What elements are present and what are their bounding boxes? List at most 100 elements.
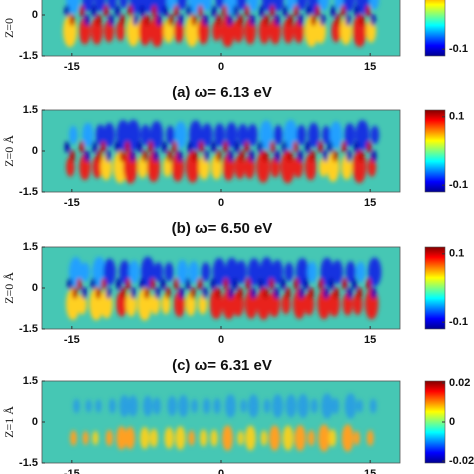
heatmap-blob	[139, 278, 145, 290]
heatmap-blob	[140, 124, 151, 146]
x-tick-label: -15	[64, 468, 80, 474]
heatmap-blob	[353, 141, 359, 153]
heatmap-blob	[228, 150, 234, 162]
heatmap-blob	[223, 141, 229, 153]
heatmap-blob	[141, 0, 155, 13]
heatmap-blob	[367, 157, 377, 177]
x-tick-label: -15	[64, 61, 80, 73]
heatmap-blob	[149, 428, 158, 448]
heatmap-blob	[119, 150, 125, 162]
x-tick-label: 0	[218, 468, 224, 474]
heatmap-blob	[165, 287, 171, 299]
heatmap-blob	[293, 278, 299, 290]
heatmap-blob	[167, 395, 177, 417]
heatmap-blob	[119, 14, 125, 26]
heatmap-blob	[237, 287, 243, 299]
heatmap-blob	[152, 397, 161, 415]
heatmap-blob	[70, 430, 77, 446]
heatmap-blob	[127, 5, 133, 17]
heatmap-blob	[161, 141, 167, 153]
heatmap-blob	[269, 5, 275, 17]
heatmap-blob	[287, 150, 293, 162]
heatmap-blob	[284, 262, 294, 282]
heatmap-blob	[114, 5, 120, 17]
heatmap-blob	[344, 123, 356, 147]
heatmap-blob	[258, 5, 264, 17]
x-tick-label: 15	[364, 61, 376, 73]
heatmap-blob	[191, 14, 197, 26]
heatmap-blob	[106, 287, 112, 299]
heatmap-field	[66, 256, 382, 321]
heatmap-blob	[297, 393, 309, 419]
heatmap-blob	[323, 287, 329, 299]
heatmap-blob	[273, 287, 279, 299]
colorbar	[424, 109, 446, 193]
heatmap-blob	[73, 398, 80, 414]
heatmap-blob	[250, 287, 256, 299]
heatmap-blob	[178, 14, 184, 26]
heatmap-blob	[369, 0, 380, 10]
heatmap-blob	[101, 278, 107, 290]
heatmap-blob	[344, 393, 357, 419]
heatmap-blob	[200, 0, 213, 12]
heatmap-blob	[236, 0, 247, 10]
heatmap-blob	[67, 278, 73, 290]
heatmap-blob	[108, 398, 116, 414]
heatmap-blob	[216, 150, 222, 162]
heatmap-blob	[125, 426, 135, 450]
heatmap-blob	[84, 14, 90, 26]
heatmap-blob	[125, 278, 131, 290]
heatmap-blob	[315, 5, 321, 17]
heatmap-blob	[168, 14, 174, 26]
heatmap-blob	[174, 121, 188, 149]
heatmap-blob	[80, 262, 90, 282]
heatmap-blob	[225, 394, 236, 418]
heatmap-blob	[268, 278, 274, 290]
heatmap-blob	[119, 260, 131, 284]
heatmap-blob	[298, 287, 304, 299]
heatmap-blob	[355, 119, 370, 151]
x-tick-label: 0	[218, 197, 224, 209]
y-tick-label: -1.5	[19, 457, 38, 469]
heatmap-blob	[210, 278, 216, 290]
heatmap-blob	[82, 0, 94, 12]
heatmap-blob	[354, 5, 360, 17]
heatmap-blob	[85, 399, 92, 413]
y-tick-label: 0	[32, 145, 38, 157]
heatmap-blob	[247, 0, 259, 12]
heatmap-blob	[282, 141, 288, 153]
heatmap-blob	[310, 150, 316, 162]
heatmap-blob	[358, 150, 364, 162]
heatmap-blob	[69, 125, 78, 145]
y-axis-label: Z=0 Å	[2, 135, 16, 167]
heatmap-blob	[176, 0, 188, 11]
heatmap-blob	[366, 141, 372, 153]
panel-caption: (a) ω= 6.13 eV	[172, 84, 272, 101]
heatmap-blob	[210, 429, 218, 447]
heatmap-blob	[153, 150, 159, 162]
heatmap-blob	[124, 141, 130, 153]
heatmap-blob	[263, 14, 269, 26]
heatmap-blob	[211, 141, 217, 153]
heatmap-blob	[343, 0, 355, 12]
heatmap-blob	[345, 14, 351, 26]
heatmap-blob	[237, 123, 249, 147]
heatmap-blob	[370, 125, 380, 145]
heatmap-blob	[178, 394, 189, 418]
colorbar-tick-label: 0	[449, 416, 455, 428]
heatmap-blob	[244, 5, 250, 17]
heatmap-blob	[96, 150, 102, 162]
heatmap-blob	[248, 394, 259, 418]
heatmap-blob	[151, 5, 157, 17]
colorbar-tick-label: -0.1	[449, 179, 468, 191]
heatmap-field	[64, 119, 380, 184]
heatmap-blob	[234, 141, 240, 153]
y-tick-label: 0	[32, 416, 38, 428]
heatmap-blob	[285, 394, 297, 418]
heatmap-blob	[166, 150, 172, 162]
heatmap-blob	[72, 287, 78, 299]
heatmap-blob	[103, 5, 109, 17]
heatmap-blob	[365, 5, 371, 17]
heatmap-blob	[153, 262, 164, 282]
